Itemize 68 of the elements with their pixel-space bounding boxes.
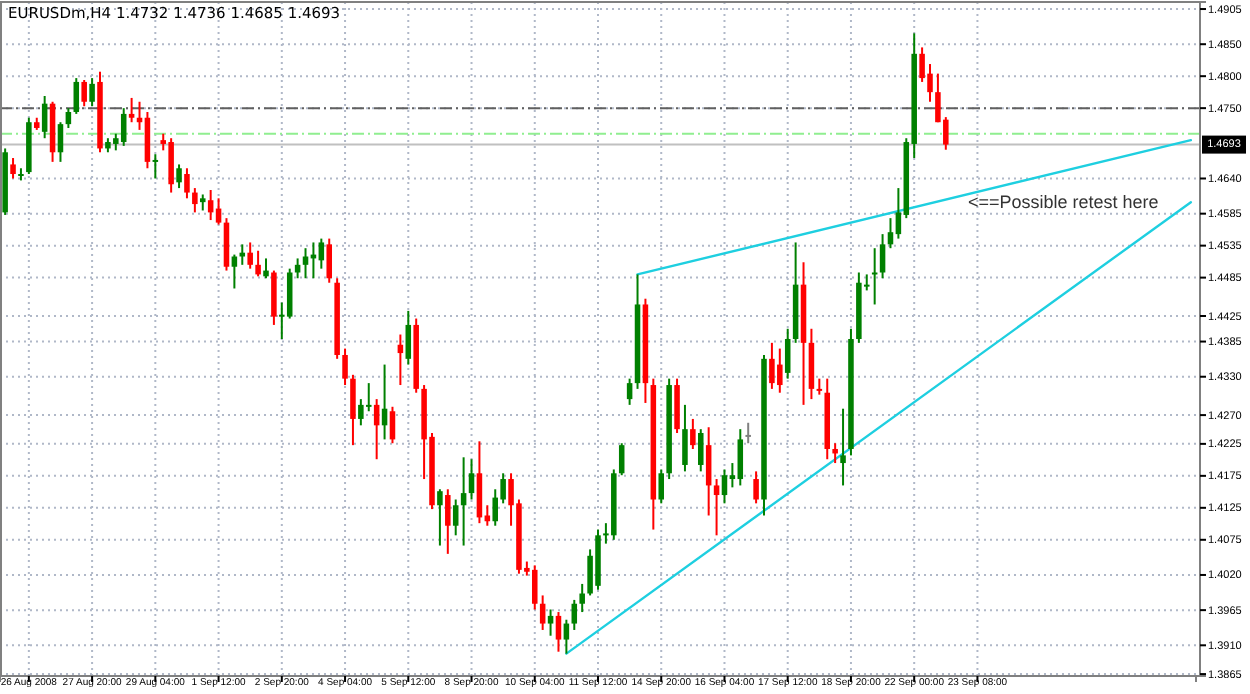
candlestick	[57, 121, 64, 163]
candlestick	[674, 377, 680, 434]
candlestick	[215, 197, 222, 226]
candlestick	[705, 426, 712, 517]
candlestick	[223, 217, 230, 272]
candlestick	[808, 327, 815, 401]
candlestick	[207, 189, 214, 222]
candlestick	[832, 442, 838, 465]
candlestick	[81, 79, 87, 108]
candlestick	[571, 598, 578, 631]
candlestick	[89, 77, 95, 108]
candlestick	[318, 237, 325, 270]
candlestick	[128, 96, 135, 124]
candlestick	[326, 237, 332, 284]
candlestick	[753, 470, 759, 505]
candlestick	[840, 407, 846, 487]
candlestick	[271, 269, 277, 326]
candlestick	[539, 594, 546, 631]
candlestick	[887, 217, 894, 250]
candlestick	[690, 417, 696, 450]
candlestick	[247, 241, 253, 270]
candlestick	[144, 110, 151, 170]
candlestick	[168, 137, 174, 194]
candlestick	[176, 163, 182, 190]
candlestick	[579, 582, 585, 614]
candlestick	[555, 611, 562, 653]
candlestick	[452, 498, 459, 537]
candlestick	[41, 95, 48, 140]
candlestick	[698, 428, 704, 473]
candlestick	[871, 247, 878, 306]
candlestick	[10, 157, 16, 180]
candlestick	[286, 267, 293, 320]
candlestick	[682, 403, 688, 473]
candlestick	[445, 488, 451, 555]
candlestick	[239, 243, 246, 266]
candlestick	[476, 440, 483, 525]
candlestick	[547, 608, 554, 637]
candlestick	[658, 468, 665, 505]
candlestick	[152, 153, 159, 180]
candlestick	[358, 398, 364, 427]
candlestick	[263, 257, 269, 280]
candlestick	[745, 421, 751, 445]
candlestick	[120, 107, 127, 147]
candlestick	[365, 382, 372, 413]
candlestick	[713, 478, 720, 537]
candlestick	[73, 77, 80, 115]
candlestick	[777, 347, 783, 394]
candlestick	[784, 327, 791, 380]
candlestick	[437, 488, 443, 547]
candlestick	[531, 564, 538, 611]
candlestick	[192, 187, 198, 214]
candlestick	[342, 347, 348, 387]
candlestick	[184, 167, 190, 200]
candlestick	[618, 442, 625, 477]
candlestick	[255, 249, 261, 278]
candlestick	[405, 309, 412, 366]
candlestick	[626, 377, 633, 406]
annotation: <==Possible retest here	[968, 192, 1159, 212]
candlestick	[737, 428, 744, 487]
candlestick	[389, 405, 396, 445]
candlestick	[65, 107, 72, 129]
candlestick	[350, 373, 356, 447]
candlestick	[468, 458, 475, 501]
candlestick	[563, 618, 570, 655]
candlestick	[721, 468, 728, 505]
candlestick	[460, 456, 467, 547]
candlestick	[769, 341, 775, 390]
candlestick	[879, 233, 886, 280]
